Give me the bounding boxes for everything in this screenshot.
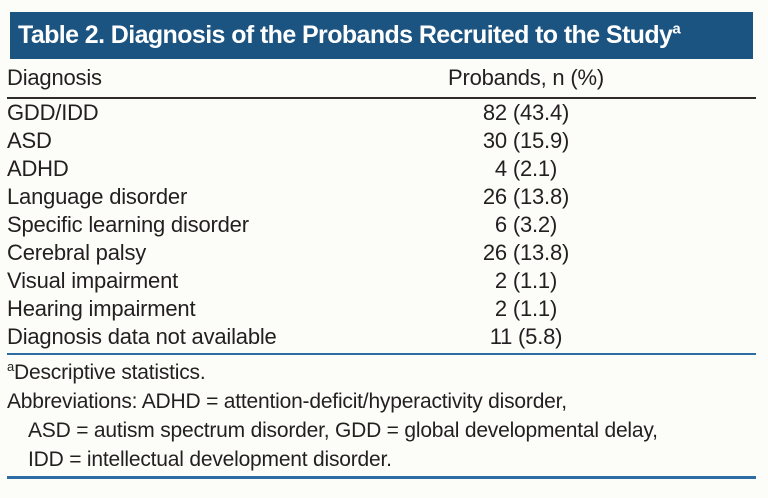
table-title: Table 2. Diagnosis of the Probands Recru… bbox=[18, 21, 673, 49]
column-header-diagnosis: Diagnosis bbox=[7, 65, 102, 90]
column-header-probands: Probands, n (%) bbox=[448, 65, 604, 90]
footnote-descriptive-text: Descriptive statistics. bbox=[14, 361, 206, 384]
table-row: Hearing impairment 2 (1.1) bbox=[7, 295, 756, 323]
table-row: GDD/IDD 82 (43.4) bbox=[7, 99, 756, 127]
footnotes: aDescriptive statistics. Abbreviations: … bbox=[7, 355, 756, 474]
footnote-abbreviations-line1: Abbreviations: ADHD = attention-deficit/… bbox=[7, 390, 567, 413]
figure-bottom-rule bbox=[7, 476, 756, 479]
diagnosis-cell: Language disorder bbox=[7, 184, 188, 209]
table-row: Visual impairment 2 (1.1) bbox=[7, 267, 756, 295]
table-content: Diagnosis Probands, n (%) GDD/IDD 82 (43… bbox=[7, 59, 756, 479]
table-title-bar: Table 2. Diagnosis of the Probands Recru… bbox=[10, 12, 753, 59]
table-body: GDD/IDD 82 (43.4) ASD 30 (15.9) ADHD 4 (… bbox=[7, 99, 756, 351]
value-cell: 30 (15.9) bbox=[482, 128, 570, 153]
diagnosis-cell: Cerebral palsy bbox=[7, 240, 147, 265]
diagnosis-cell: Hearing impairment bbox=[7, 296, 196, 321]
table-row: ASD 30 (15.9) bbox=[7, 127, 756, 155]
diagnosis-cell: ASD bbox=[7, 128, 52, 153]
footnote-abbreviations-line2: ASD = autism spectrum disorder, GDD = gl… bbox=[28, 419, 658, 442]
footnote-marker: a bbox=[7, 359, 15, 374]
footnote-abbreviations-line3: IDD = intellectual development disorder. bbox=[28, 448, 392, 471]
table-row: Language disorder 26 (13.8) bbox=[7, 183, 756, 211]
value-cell: 2 (1.1) bbox=[494, 296, 558, 321]
diagnosis-cell: ADHD bbox=[7, 156, 69, 181]
footnote-descriptive: aDescriptive statistics. bbox=[7, 358, 756, 387]
table-row: ADHD 4 (2.1) bbox=[7, 155, 756, 183]
diagnosis-cell: Specific learning disorder bbox=[7, 212, 249, 237]
column-header-row: Diagnosis Probands, n (%) bbox=[7, 59, 756, 97]
diagnosis-cell: Diagnosis data not available bbox=[7, 324, 277, 349]
value-cell: 6 (3.2) bbox=[494, 212, 558, 237]
value-cell: 4 (2.1) bbox=[494, 156, 558, 181]
value-cell: 11 (5.8) bbox=[489, 324, 563, 349]
table-row: Diagnosis data not available 11 (5.8) bbox=[7, 323, 756, 351]
value-cell: 82 (43.4) bbox=[482, 100, 570, 125]
value-cell: 2 (1.1) bbox=[494, 268, 558, 293]
table-row: Specific learning disorder 6 (3.2) bbox=[7, 211, 756, 239]
value-cell: 26 (13.8) bbox=[482, 240, 570, 265]
table-title-superscript: a bbox=[672, 20, 681, 38]
value-cell: 26 (13.8) bbox=[482, 184, 570, 209]
header-rule bbox=[7, 97, 756, 99]
diagnosis-cell: GDD/IDD bbox=[7, 100, 99, 125]
table-end-rule bbox=[7, 353, 756, 355]
diagnosis-cell: Visual impairment bbox=[7, 268, 179, 293]
table-row: Cerebral palsy 26 (13.8) bbox=[7, 239, 756, 267]
table-figure: Table 2. Diagnosis of the Probands Recru… bbox=[7, 12, 756, 479]
